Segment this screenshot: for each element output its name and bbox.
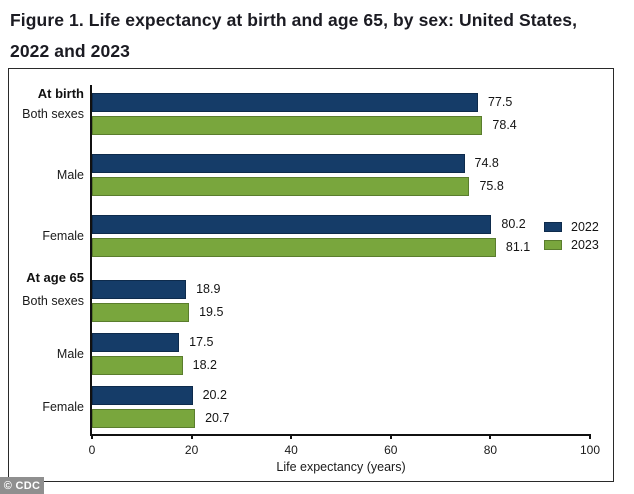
x-axis-title: Life expectancy (years) <box>276 460 406 474</box>
bar-2022 <box>92 154 465 173</box>
x-tick-label: 0 <box>88 443 96 457</box>
x-tick-mark <box>290 434 293 439</box>
x-tick-mark <box>489 434 492 439</box>
bar-value-label: 19.5 <box>199 305 224 319</box>
category-label: Female <box>42 229 84 243</box>
x-tick-label: 100 <box>579 443 601 457</box>
bar-value-label: 74.8 <box>474 156 499 170</box>
section-label: At age 65 <box>26 270 84 285</box>
section-label: At birth <box>37 86 84 101</box>
bar-2022 <box>92 386 193 405</box>
x-tick-label: 80 <box>483 443 498 457</box>
bar-value-label: 18.9 <box>196 282 221 296</box>
legend: 2022 2023 <box>544 221 599 257</box>
x-tick-label: 40 <box>284 443 298 457</box>
bar-value-label: 78.4 <box>492 118 517 132</box>
bar-2023 <box>92 303 190 322</box>
bar-value-label: 20.7 <box>205 411 230 425</box>
x-tick-mark <box>190 434 193 439</box>
bar-value-label: 18.2 <box>192 358 217 372</box>
bar-2022 <box>92 280 187 299</box>
legend-label: 2023 <box>571 238 599 252</box>
figure-title: Figure 1. Life expectancy at birth and a… <box>10 10 578 61</box>
cdc-credit-badge: © CDC <box>0 477 44 494</box>
category-label: Both sexes <box>22 107 84 121</box>
category-label: Male <box>56 347 84 361</box>
x-tick-label: 60 <box>384 443 398 457</box>
x-tick-label: 20 <box>184 443 199 457</box>
chart-frame: Life expectancy (years) 2022 2023 At birt… <box>8 68 614 482</box>
legend-label: 2022 <box>571 220 599 234</box>
bar-2023 <box>92 409 196 428</box>
category-label: Female <box>42 400 84 414</box>
bar-2022 <box>92 333 180 352</box>
bar-2022 <box>92 93 478 112</box>
bar-2023 <box>92 238 496 257</box>
bar-value-label: 20.2 <box>202 388 227 402</box>
bar-2023 <box>92 116 483 135</box>
category-label: Both sexes <box>22 294 84 308</box>
bar-2023 <box>92 356 183 375</box>
x-tick-mark <box>589 434 591 439</box>
bar-2022 <box>92 215 492 234</box>
legend-entry: 2023 <box>544 239 599 251</box>
legend-swatch-2022 <box>544 222 562 232</box>
bar-value-label: 80.2 <box>501 217 526 231</box>
bar-value-label: 77.5 <box>487 95 513 109</box>
bar-value-label: 17.5 <box>189 335 214 349</box>
legend-entry: 2022 <box>544 221 599 233</box>
legend-swatch-2023 <box>544 240 562 250</box>
plot-area: Life expectancy (years) 2022 2023 At birt… <box>22 85 600 474</box>
x-tick-mark <box>91 434 93 439</box>
category-label: Male <box>56 168 84 182</box>
bar-2023 <box>92 177 470 196</box>
bar-value-label: 75.8 <box>479 179 504 193</box>
bar-value-label: 81.1 <box>505 240 531 254</box>
x-tick-mark <box>389 434 392 439</box>
